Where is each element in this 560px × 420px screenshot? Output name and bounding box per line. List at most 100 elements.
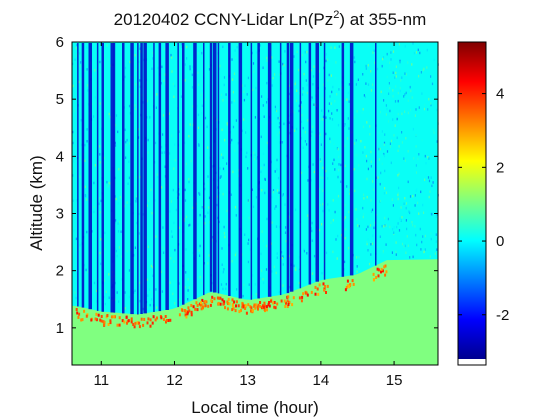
noise-speck [222, 271, 224, 274]
noise-speck [171, 230, 173, 233]
noise-speck [80, 275, 83, 278]
noise-speck [404, 93, 406, 96]
noise-speck [245, 131, 247, 134]
noise-speck [370, 150, 372, 154]
noise-speck [87, 270, 89, 274]
noise-speck [345, 228, 347, 231]
noise-speck [403, 202, 405, 205]
noise-speck [423, 107, 426, 111]
noise-speck [404, 45, 406, 48]
noise-speck [175, 183, 177, 186]
noise-speck [392, 118, 394, 121]
noise-speck [149, 291, 151, 294]
noise-speck [264, 191, 266, 195]
noise-speck [344, 216, 346, 219]
noise-speck [389, 66, 391, 69]
noise-speck [320, 159, 322, 163]
noise-speck [381, 162, 383, 166]
noise-speck [401, 242, 404, 246]
noise-speck [313, 170, 315, 174]
noise-speck [232, 90, 234, 94]
noise-speck [405, 137, 407, 140]
cloud-base-pixel [349, 283, 352, 286]
noise-speck [319, 203, 321, 207]
noise-speck [388, 92, 390, 95]
cloud-base-pixel [97, 313, 100, 317]
noise-speck [421, 92, 423, 95]
noise-speck [381, 224, 383, 228]
noise-speck [415, 171, 418, 174]
noise-speck [266, 141, 268, 145]
noise-speck [109, 182, 111, 185]
noise-speck [135, 197, 137, 200]
noise-speck [275, 205, 277, 208]
noise-speck [398, 186, 400, 190]
noise-speck [199, 191, 201, 194]
cloud-column [153, 43, 155, 312]
noise-speck [277, 176, 280, 180]
noise-speck [348, 83, 350, 86]
noise-speck [384, 216, 386, 220]
noise-speck [409, 195, 412, 198]
noise-speck [138, 60, 140, 64]
noise-speck [416, 188, 418, 191]
noise-speck [84, 69, 86, 73]
cloud-base-pixel [185, 315, 188, 319]
noise-speck [178, 182, 181, 186]
noise-speck [151, 67, 153, 70]
noise-speck [107, 185, 109, 188]
noise-speck [178, 226, 181, 230]
noise-speck [399, 217, 401, 220]
noise-speck [383, 141, 386, 145]
noise-speck [73, 160, 75, 163]
noise-speck [247, 167, 249, 170]
noise-speck [147, 138, 149, 142]
noise-speck [127, 182, 129, 185]
noise-speck [197, 126, 200, 130]
noise-speck [207, 175, 209, 178]
cloud-base-pixel [268, 304, 271, 308]
noise-speck [129, 60, 131, 64]
noise-speck [234, 49, 236, 52]
noise-speck [191, 65, 193, 68]
cloud-base-pixel [310, 290, 313, 294]
noise-speck [328, 209, 330, 212]
noise-speck [298, 109, 300, 113]
noise-speck [418, 74, 420, 78]
noise-speck [223, 83, 225, 87]
noise-speck [174, 302, 176, 305]
noise-speck [362, 125, 365, 129]
noise-speck [411, 221, 413, 224]
noise-speck [353, 142, 356, 145]
noise-speck [305, 79, 307, 82]
cloud-column [375, 43, 377, 266]
free-troposphere-region [72, 42, 438, 315]
noise-speck [117, 202, 119, 205]
noise-speck [382, 154, 384, 157]
noise-speck [429, 190, 431, 193]
noise-speck [376, 67, 379, 71]
noise-speck [94, 164, 96, 167]
noise-speck [311, 96, 313, 99]
noise-speck [322, 189, 324, 192]
noise-speck [99, 251, 101, 255]
noise-speck [327, 177, 329, 180]
noise-speck [381, 148, 383, 151]
noise-speck [277, 116, 279, 120]
noise-speck [338, 168, 340, 172]
noise-speck [136, 195, 138, 199]
cloud-base-pixel [138, 325, 141, 329]
noise-speck [152, 57, 154, 60]
noise-speck [103, 54, 105, 57]
cloud-column [308, 43, 312, 285]
noise-speck [146, 204, 148, 207]
noise-speck [367, 238, 369, 241]
cloud-base-pixel [126, 321, 128, 325]
noise-speck [407, 244, 409, 247]
noise-speck [430, 103, 432, 107]
noise-speck [422, 235, 424, 238]
noise-speck [392, 89, 394, 92]
noise-speck [321, 97, 324, 100]
noise-speck [289, 84, 291, 87]
noise-speck [192, 105, 194, 108]
